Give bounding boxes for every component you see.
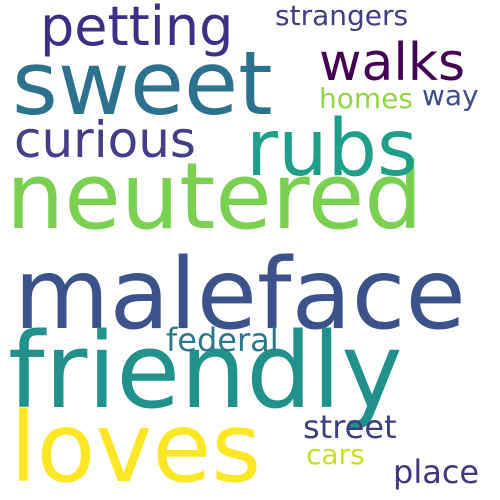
word-maleface: maleface [14, 238, 466, 352]
word-strangers: strangers [275, 0, 409, 32]
word-street: street [303, 408, 397, 446]
word-cars: cars [306, 438, 365, 471]
word-curious: curious [14, 111, 196, 169]
word-rubs: rubs [246, 104, 418, 194]
word-petting: petting [40, 0, 234, 58]
word-walks: walks [319, 33, 466, 93]
word-homes: homes [319, 82, 413, 115]
word-friendly: friendly [8, 310, 403, 432]
word-neutered: neutered [6, 143, 423, 250]
word-place: place [393, 453, 480, 491]
word-loves: loves [10, 392, 262, 500]
word-way: way [422, 79, 479, 112]
word-federal: federal [166, 321, 279, 359]
word-sweet: sweet [12, 32, 273, 135]
